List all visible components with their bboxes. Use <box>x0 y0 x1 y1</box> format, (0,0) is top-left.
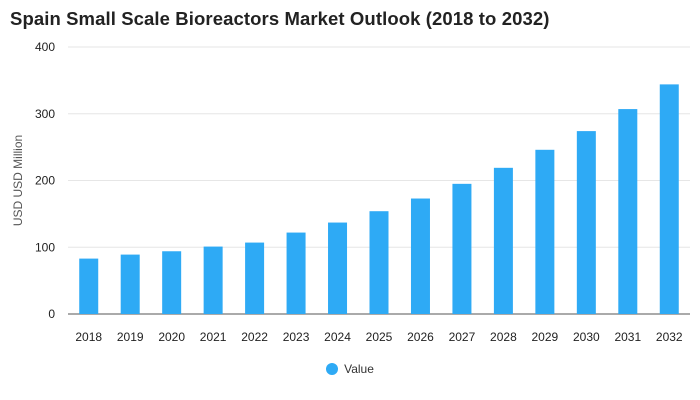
bar-2023[interactable] <box>286 232 306 314</box>
y-tick-label: 200 <box>35 174 55 188</box>
x-tick-label: 2019 <box>117 330 144 344</box>
y-tick-label: 300 <box>35 107 55 121</box>
bar-2026[interactable] <box>410 198 430 314</box>
x-axis-ticks: 2018 2019 2020 2021 2022 2023 2024 2025 2026 2027… <box>75 330 683 344</box>
bar-2021[interactable] <box>203 246 223 314</box>
legend-swatch-value <box>326 363 339 375</box>
x-tick-label: 2020 <box>158 330 185 344</box>
x-tick-label: 2023 <box>283 330 310 344</box>
bar-2030[interactable] <box>576 131 596 314</box>
bars <box>79 84 679 314</box>
bar-2024[interactable] <box>328 222 348 314</box>
bar-2028[interactable] <box>493 167 513 314</box>
x-tick-label: 2027 <box>449 330 476 344</box>
y-tick-label: 400 <box>35 40 55 54</box>
x-tick-label: 2029 <box>532 330 559 344</box>
bar-2018[interactable] <box>79 258 99 314</box>
bar-2032[interactable] <box>659 84 679 314</box>
bar-2022[interactable] <box>245 242 265 314</box>
bar-2019[interactable] <box>120 254 140 314</box>
x-tick-label: 2021 <box>200 330 227 344</box>
bar-2031[interactable] <box>618 109 638 314</box>
x-tick-label: 2022 <box>241 330 268 344</box>
x-tick-label: 2026 <box>407 330 434 344</box>
bar-2027[interactable] <box>452 183 472 314</box>
y-axis-ticks: 0 100 200 300 400 <box>35 40 55 321</box>
y-axis-title: USD USD Million <box>11 135 25 226</box>
x-tick-label: 2018 <box>75 330 102 344</box>
legend-label-value[interactable]: Value <box>344 362 374 376</box>
x-tick-label: 2024 <box>324 330 351 344</box>
legend: Value <box>0 362 700 376</box>
x-tick-label: 2025 <box>366 330 393 344</box>
x-tick-label: 2031 <box>614 330 641 344</box>
x-tick-label: 2032 <box>656 330 683 344</box>
chart-title: Spain Small Scale Bioreactors Market Out… <box>10 8 550 29</box>
bar-2020[interactable] <box>162 251 182 314</box>
y-tick-label: 0 <box>48 307 55 321</box>
bar-2025[interactable] <box>369 211 389 314</box>
x-tick-label: 2028 <box>490 330 517 344</box>
y-tick-label: 100 <box>35 240 55 254</box>
x-tick-label: 2030 <box>573 330 600 344</box>
bar-2029[interactable] <box>535 149 555 314</box>
